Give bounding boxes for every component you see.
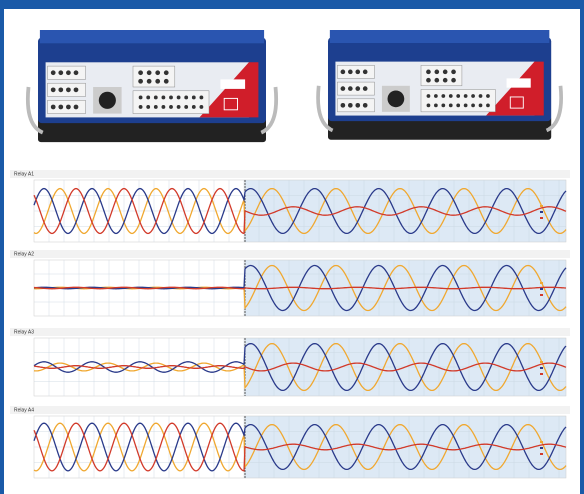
- legend-swatch: [540, 447, 543, 449]
- waveform: [34, 286, 566, 290]
- waveform: [33, 187, 567, 235]
- panel-label: Relay A4: [14, 407, 34, 413]
- waveform-panels: Relay A1 Relay A2 Relay A3 Relay A4: [10, 170, 570, 479]
- legend-swatch: [540, 294, 543, 296]
- waveform: [33, 422, 567, 472]
- panel-header: [10, 170, 570, 178]
- legend-swatch: [540, 373, 543, 375]
- test-set: [25, 28, 279, 145]
- legend-swatch: [540, 367, 543, 369]
- panel-header: [10, 406, 570, 414]
- test-set: [316, 28, 564, 142]
- legend-swatch: [540, 361, 543, 363]
- waveform: [33, 187, 567, 235]
- panel-label: Relay A2: [14, 251, 34, 257]
- waveform: [33, 264, 567, 312]
- panel-header: [10, 250, 570, 258]
- waveform: [33, 422, 567, 472]
- waveform: [33, 362, 567, 372]
- legend-swatch: [540, 217, 543, 219]
- waveform: [33, 342, 567, 392]
- legend-swatch: [540, 288, 543, 290]
- legend-swatch: [540, 282, 543, 284]
- legend-swatch: [540, 211, 543, 213]
- panel-label: Relay A3: [14, 329, 34, 335]
- legend-swatch: [540, 441, 543, 443]
- panel-header: [10, 328, 570, 336]
- panel-label: Relay A1: [14, 171, 34, 177]
- legend-swatch: [540, 453, 543, 455]
- legend-swatch: [540, 205, 543, 207]
- waveform: [33, 422, 567, 472]
